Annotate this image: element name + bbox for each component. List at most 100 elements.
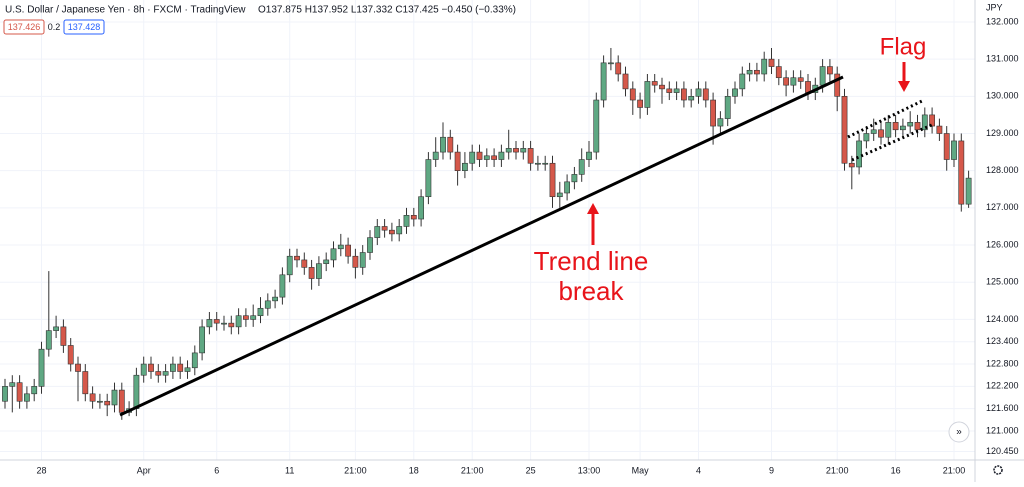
candle-body: [607, 62, 614, 65]
scroll-button[interactable]: [948, 421, 970, 443]
x-tick-label: 25: [526, 465, 536, 475]
candle-body: [819, 66, 826, 86]
y-tick-label: 126.000: [986, 239, 1019, 249]
candle-body: [965, 177, 972, 205]
candle-body: [936, 125, 943, 134]
ask-box[interactable]: [63, 19, 105, 35]
candle-body: [388, 229, 395, 235]
candle-body: [513, 148, 519, 153]
arrow-head: [898, 81, 910, 92]
candle-body: [651, 81, 658, 86]
y-tick-label: 121.600: [986, 403, 1019, 413]
candle-body: [739, 73, 746, 90]
candle-body: [870, 129, 877, 134]
candle-body: [111, 389, 118, 406]
candle-body: [337, 244, 344, 250]
candle-body: [498, 151, 505, 160]
candle-body: [943, 133, 950, 160]
candle-body: [461, 162, 468, 171]
candle-body: [571, 174, 578, 183]
y-tick-label: 123.400: [986, 336, 1019, 346]
y-tick-label: 122.800: [986, 358, 1019, 368]
candle-body: [67, 345, 74, 365]
candle-body: [702, 88, 709, 101]
bid-box[interactable]: [3, 19, 45, 35]
candle-body: [279, 274, 286, 298]
candle-body: [826, 66, 833, 75]
candle-body: [951, 140, 957, 160]
candle-body: [454, 151, 461, 171]
ohlc: O137.875 H137.952 L137.332 C137.425 −0.4…: [258, 5, 516, 16]
x-tick-label: 13:00: [578, 465, 601, 475]
candle-body: [213, 319, 220, 324]
candle-body: [768, 58, 775, 67]
candle-body: [104, 400, 111, 406]
grid: [0, 0, 975, 460]
ask-price: 137.428: [68, 22, 101, 32]
candle-body: [286, 255, 293, 276]
candle-body: [659, 84, 665, 90]
candle-body: [440, 136, 446, 153]
candle-body: [170, 363, 176, 372]
candle-body: [410, 215, 417, 220]
x-tick-label: 18: [409, 465, 419, 475]
candle-body: [294, 255, 300, 261]
candle-body: [775, 66, 782, 79]
candle-body: [622, 73, 629, 90]
candle-body: [644, 81, 651, 108]
candle-body: [746, 69, 753, 75]
candle-body: [82, 371, 89, 395]
candle-body: [9, 382, 16, 387]
x-tick-label: Apr: [137, 465, 151, 475]
candle-body: [118, 389, 125, 413]
candle-body: [914, 122, 921, 131]
x-tick-label: 11: [285, 465, 294, 475]
candle-body: [140, 363, 147, 376]
candle-body: [315, 263, 322, 279]
candle-body: [710, 99, 716, 127]
candle-body: [97, 400, 103, 403]
candle-body: [666, 88, 673, 93]
candle-body: [753, 69, 760, 75]
candle-body: [221, 322, 227, 325]
y-tick-label: 128.000: [986, 165, 1019, 175]
candle-body: [505, 148, 512, 153]
candle-body: [16, 382, 23, 402]
candle-body: [206, 319, 213, 328]
candle-body: [345, 244, 351, 257]
candle-body: [578, 159, 585, 175]
candle-body: [155, 371, 162, 376]
candle-body: [162, 371, 169, 376]
candle-body: [790, 77, 797, 86]
candle-body: [856, 140, 862, 168]
candle-body: [527, 148, 534, 164]
candle-body: [549, 162, 556, 198]
candle-body: [133, 374, 140, 409]
candle-body: [680, 88, 687, 101]
candle-body: [717, 118, 724, 127]
x-tick-label: 21:00: [344, 465, 367, 475]
candle-body: [724, 96, 731, 119]
y-tick-label: 132.000: [986, 16, 1019, 26]
candle-body: [878, 129, 884, 138]
candle-body: [199, 326, 205, 354]
candle-body: [191, 352, 198, 369]
candle-body: [60, 326, 67, 346]
candle-body: [447, 136, 454, 153]
candle-body: [75, 363, 81, 372]
x-tick-label: May: [632, 465, 650, 475]
x-tick-label: 9: [769, 465, 774, 475]
x-tick-label: 21:00: [826, 465, 849, 475]
candle-body: [272, 296, 278, 302]
settings-icon[interactable]: [993, 465, 1003, 475]
candle-body: [483, 155, 490, 160]
scroll-icon: »: [956, 427, 962, 438]
candle-body: [848, 162, 855, 168]
candle-body: [556, 192, 563, 198]
y-tick-label: 130.000: [986, 91, 1019, 101]
candle-body: [396, 226, 403, 235]
candle-body: [673, 88, 680, 93]
flag-upper: [847, 98, 925, 139]
candle-body: [688, 96, 695, 101]
candle-body: [31, 386, 38, 395]
